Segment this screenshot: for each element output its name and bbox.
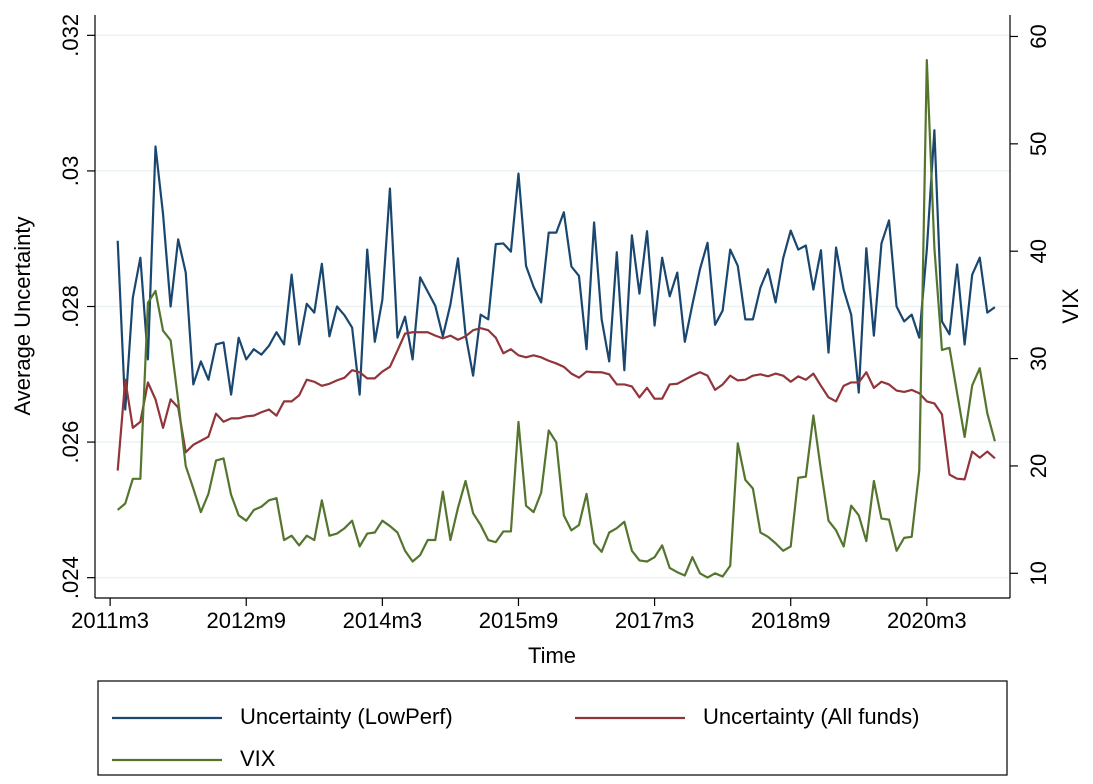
y-axis-title: Average Uncertainty <box>10 217 35 416</box>
x-axis-title: Time <box>528 643 576 668</box>
x-tick-label: 2017m3 <box>615 608 695 633</box>
legend-label: VIX <box>240 746 276 771</box>
y-tick-label: .03 <box>58 156 83 187</box>
legend-label: Uncertainty (All funds) <box>703 704 919 729</box>
legend-box <box>97 680 1008 776</box>
y2-tick-label: 60 <box>1026 24 1051 48</box>
y2-tick-label: 30 <box>1026 346 1051 370</box>
data-line <box>116 58 996 579</box>
x-tick-label: 2011m3 <box>71 608 149 633</box>
y-tick-label: .026 <box>58 421 83 464</box>
y-tick-label: .032 <box>58 14 83 57</box>
y2-tick-label: 20 <box>1026 454 1051 478</box>
data-line <box>116 129 996 411</box>
x-tick-label: 2018m9 <box>751 608 831 633</box>
y2-tick-label: 10 <box>1026 561 1051 585</box>
y-tick-label: .024 <box>58 556 83 599</box>
data-line <box>116 327 996 481</box>
x-tick-label: 2020m3 <box>887 608 967 633</box>
y2-tick-label: 50 <box>1026 132 1051 156</box>
x-tick-label: 2014m3 <box>343 608 423 633</box>
y-tick-label: .028 <box>58 285 83 328</box>
x-tick-label: 2012m9 <box>206 608 286 633</box>
y2-axis-title: VIX <box>1058 288 1083 324</box>
y2-tick-label: 40 <box>1026 239 1051 263</box>
legend-label: Uncertainty (LowPerf) <box>240 704 453 729</box>
x-tick-label: 2015m9 <box>479 608 559 633</box>
